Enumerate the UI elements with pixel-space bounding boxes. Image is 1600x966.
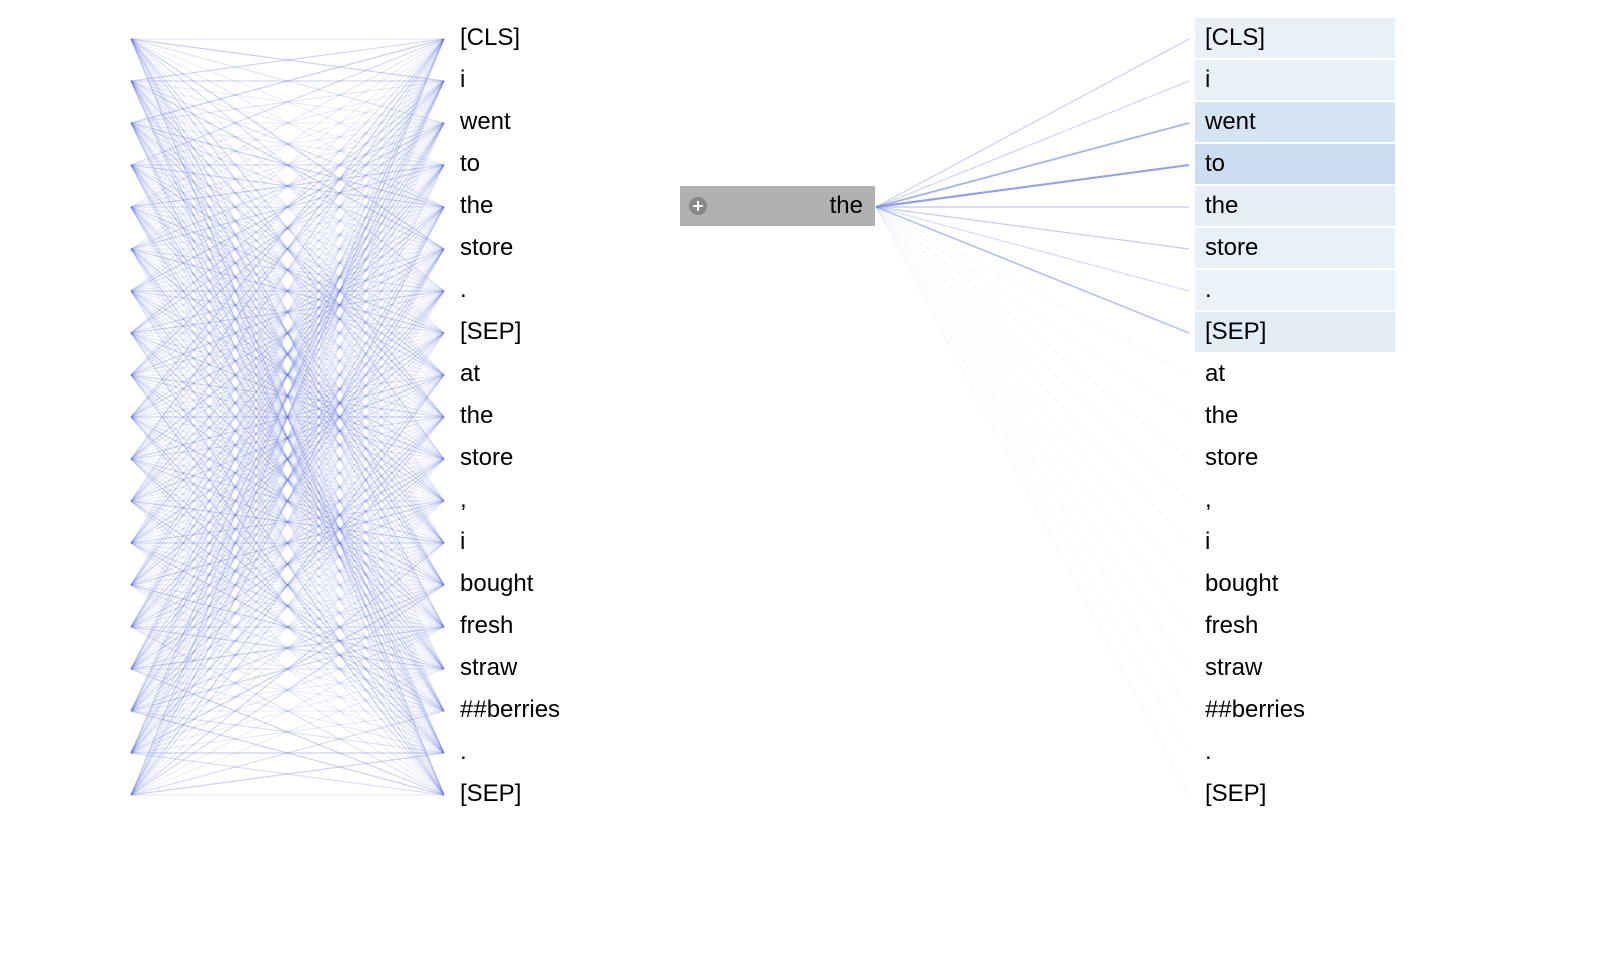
token-target[interactable]: fresh xyxy=(1195,606,1395,646)
token-right[interactable]: bought xyxy=(450,564,650,604)
token-right[interactable]: [SEP] xyxy=(450,312,650,352)
token-right[interactable]: store xyxy=(450,228,650,268)
token-right[interactable]: [SEP] xyxy=(450,774,650,814)
token-target[interactable]: i xyxy=(1195,60,1395,100)
token-right[interactable]: , xyxy=(450,480,650,520)
token-target[interactable]: bought xyxy=(1195,564,1395,604)
token-right[interactable]: [CLS] xyxy=(450,18,650,58)
token-target[interactable]: i xyxy=(1195,522,1395,562)
token-target[interactable]: at xyxy=(1195,354,1395,394)
token-right[interactable]: i xyxy=(450,60,650,100)
token-right[interactable]: store xyxy=(450,438,650,478)
token-target[interactable]: the xyxy=(1195,396,1395,436)
token-target[interactable]: [CLS] xyxy=(1195,18,1395,58)
token-right[interactable]: at xyxy=(450,354,650,394)
token-target[interactable]: to xyxy=(1195,144,1395,184)
token-right[interactable]: . xyxy=(450,270,650,310)
token-target[interactable]: . xyxy=(1195,270,1395,310)
token-target[interactable]: store xyxy=(1195,438,1395,478)
token-right[interactable]: the xyxy=(450,186,650,226)
token-target[interactable]: the xyxy=(1195,186,1395,226)
token-right[interactable]: i xyxy=(450,522,650,562)
token-right[interactable]: ##berries xyxy=(450,690,650,730)
token-target[interactable]: straw xyxy=(1195,648,1395,688)
token-target[interactable]: [SEP] xyxy=(1195,312,1395,352)
token-target[interactable]: . xyxy=(1195,732,1395,772)
expand-icon[interactable] xyxy=(688,196,708,216)
token-target[interactable]: store xyxy=(1195,228,1395,268)
token-target[interactable]: went xyxy=(1195,102,1395,142)
token-target[interactable]: ##berries xyxy=(1195,690,1395,730)
token-target[interactable]: [SEP] xyxy=(1195,774,1395,814)
token-right[interactable]: the xyxy=(450,396,650,436)
token-right[interactable]: fresh xyxy=(450,606,650,646)
token-target[interactable]: , xyxy=(1195,480,1395,520)
token-right[interactable]: went xyxy=(450,102,650,142)
token-right[interactable]: . xyxy=(450,732,650,772)
token-right[interactable]: straw xyxy=(450,648,650,688)
token-right[interactable]: to xyxy=(450,144,650,184)
token-selected-source[interactable]: the xyxy=(680,186,875,226)
